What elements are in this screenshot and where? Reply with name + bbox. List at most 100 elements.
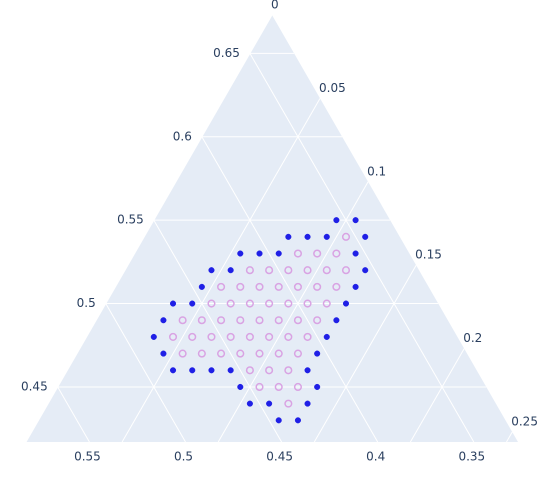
ternary-background <box>26 15 518 442</box>
data-point <box>266 400 273 407</box>
data-point <box>226 299 235 308</box>
data-point <box>208 267 215 274</box>
data-point <box>265 332 274 341</box>
data-point <box>314 383 321 391</box>
c-tick-label: 0.15 <box>415 248 442 262</box>
data-point <box>245 332 254 341</box>
data-point <box>255 316 264 325</box>
data-point <box>332 282 341 291</box>
data-point <box>323 233 330 240</box>
data-point <box>275 417 282 424</box>
grid-line <box>121 98 321 443</box>
data-point <box>246 400 253 407</box>
data-point <box>285 233 292 240</box>
data-point <box>284 299 293 308</box>
data-point <box>322 299 331 308</box>
data-point <box>245 299 254 308</box>
data-point <box>207 299 216 308</box>
data-point <box>198 283 205 290</box>
data-point <box>217 316 226 325</box>
data-point <box>322 266 331 275</box>
data-point <box>362 267 369 274</box>
data-point <box>303 266 312 275</box>
data-point <box>226 332 235 341</box>
c-tick-label: 0.05 <box>319 81 346 95</box>
data-point <box>313 316 322 325</box>
data-point <box>293 349 302 358</box>
data-point <box>237 250 244 257</box>
data-point <box>352 283 359 290</box>
data-point <box>284 332 293 341</box>
data-point <box>313 282 322 291</box>
grid-line <box>201 136 379 443</box>
c-tick-label: 0.25 <box>511 414 538 428</box>
data-point <box>341 232 351 241</box>
data-point <box>304 233 311 240</box>
data-point <box>333 317 340 324</box>
data-point <box>245 266 254 275</box>
data-point <box>255 382 264 392</box>
data-point <box>293 249 302 258</box>
grid-line <box>153 219 283 443</box>
b-tick-label: 0.5 <box>174 450 193 464</box>
b-tick-label: 0.4 <box>366 450 385 464</box>
data-point <box>208 367 215 374</box>
data-point <box>265 299 274 308</box>
data-point <box>217 349 226 358</box>
grid-line <box>506 431 513 443</box>
a-tick-label: 0.6 <box>173 129 192 143</box>
data-point <box>352 217 359 224</box>
data-point <box>313 249 322 258</box>
data-point <box>323 333 330 340</box>
c-tick-label: 0 <box>271 0 279 12</box>
b-tick-label: 0.45 <box>266 450 293 464</box>
data-point <box>237 383 244 391</box>
data-point <box>188 332 197 341</box>
grid-line <box>57 386 90 443</box>
data-point <box>197 349 206 358</box>
data-point <box>274 382 283 392</box>
data-point <box>178 349 187 358</box>
data-point <box>333 217 340 224</box>
grid-line <box>105 303 186 443</box>
data-point <box>304 400 311 407</box>
data-point <box>265 366 274 375</box>
data-point <box>293 282 302 291</box>
data-point <box>255 282 264 291</box>
c-tick-label: 0.2 <box>463 331 482 345</box>
data-point <box>255 349 264 358</box>
data-point <box>236 316 245 325</box>
a-tick-label: 0.45 <box>21 379 48 393</box>
grid-line <box>313 264 417 443</box>
data-point <box>341 266 351 275</box>
data-point <box>342 300 350 307</box>
data-point <box>275 250 282 257</box>
data-point <box>293 382 302 392</box>
data-point <box>284 266 293 275</box>
c-tick-label: 0.1 <box>367 164 386 178</box>
data-point <box>265 266 274 275</box>
grid-line <box>217 181 369 443</box>
data-point <box>304 367 311 374</box>
data-point <box>160 350 167 357</box>
data-point <box>207 332 216 341</box>
data-point <box>197 316 206 325</box>
grid-line <box>409 348 465 443</box>
data-point <box>274 349 283 358</box>
data-point <box>169 367 177 374</box>
data-point <box>284 366 293 375</box>
data-point <box>178 316 187 325</box>
data-point <box>160 317 167 324</box>
data-point <box>314 350 321 357</box>
data-point <box>236 282 245 291</box>
a-tick-label: 0.55 <box>117 213 144 227</box>
data-point <box>352 250 359 257</box>
data-point <box>150 333 157 340</box>
data-point <box>256 250 263 257</box>
data-point <box>274 316 283 325</box>
data-point <box>245 366 254 375</box>
data-point <box>168 332 178 341</box>
grid-line <box>249 53 475 443</box>
data-point <box>303 299 312 308</box>
